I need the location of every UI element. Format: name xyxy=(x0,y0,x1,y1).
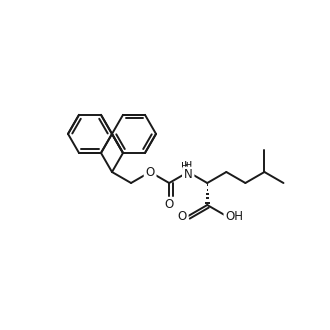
Text: N: N xyxy=(184,169,193,182)
Text: H: H xyxy=(182,162,189,172)
Text: H
N: H N xyxy=(184,161,192,183)
Text: OH: OH xyxy=(225,210,243,222)
Text: O: O xyxy=(165,199,174,212)
Text: O: O xyxy=(146,166,155,179)
Text: O: O xyxy=(178,210,187,222)
